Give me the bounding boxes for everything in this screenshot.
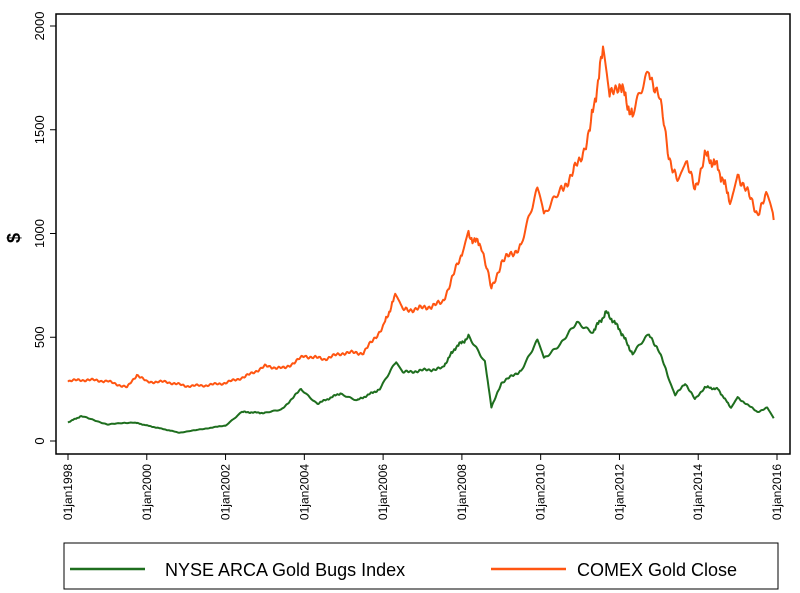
x-tick-label: 01jan2010 [534, 464, 548, 520]
y-tick-label: 2000 [32, 12, 47, 41]
x-tick-label: 01jan2014 [691, 464, 705, 520]
x-tick-label: 01jan2012 [612, 464, 626, 520]
y-tick-label: 1500 [32, 115, 47, 144]
x-tick-label: 01jan1998 [61, 464, 75, 520]
x-tick-label: 01jan2000 [140, 464, 154, 520]
y-tick-label: 500 [32, 326, 47, 348]
x-tick-label: 01jan2016 [770, 464, 784, 520]
legend-box [63, 542, 779, 590]
legend-label: COMEX Gold Close [577, 560, 737, 580]
plot-frame [55, 13, 791, 455]
series-line-gold-bugs [67, 310, 775, 434]
x-tick-label: 01jan2008 [455, 464, 469, 520]
legend-label: NYSE ARCA Gold Bugs Index [165, 560, 405, 580]
x-tick-label: 01jan2004 [297, 464, 311, 520]
y-axis-label: $ [4, 233, 24, 243]
x-tick-label: 01jan2002 [219, 464, 233, 520]
x-tick-label: 01jan2006 [376, 464, 390, 520]
y-tick-label: 1000 [32, 219, 47, 248]
y-tick-label: 0 [32, 437, 47, 444]
series-line-comex-gold [67, 45, 775, 389]
